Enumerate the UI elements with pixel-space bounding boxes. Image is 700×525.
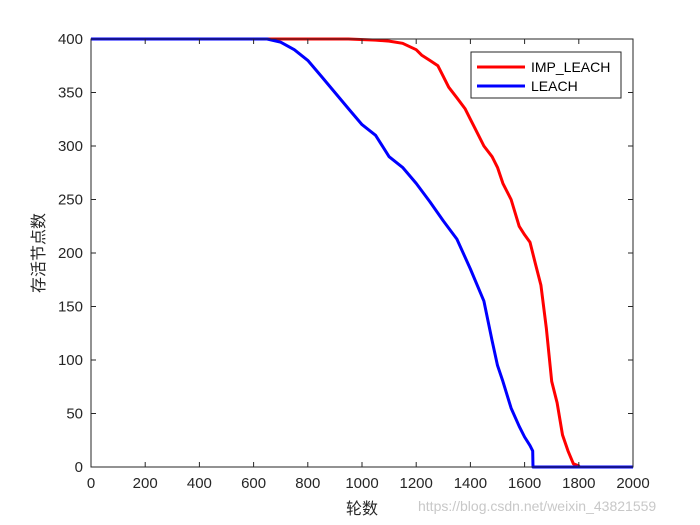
- y-tick-label: 50: [66, 406, 83, 423]
- y-tick-label: 100: [58, 352, 83, 369]
- y-tick-label: 150: [58, 299, 83, 316]
- x-tick-label: 400: [187, 475, 212, 492]
- x-tick-label: 800: [295, 475, 320, 492]
- series-layer: [91, 37, 633, 469]
- series-line-imp-leach: [91, 37, 633, 469]
- x-tick-label: 1000: [345, 475, 378, 492]
- y-axis: 0 50 100 150 200 250 300 350 400: [58, 31, 633, 476]
- x-tick-label: 1600: [508, 475, 541, 492]
- x-tick-label: 200: [133, 475, 158, 492]
- legend-box: [470, 51, 622, 99]
- x-axis-label: 轮数: [346, 499, 378, 518]
- legend: IMP_LEACH LEACH: [470, 51, 622, 99]
- x-tick-label: 1800: [562, 475, 595, 492]
- series-line-leach: [91, 37, 633, 469]
- y-tick-label: 200: [58, 245, 83, 262]
- legend-label-leach: LEACH: [531, 78, 578, 94]
- y-tick-label: 250: [58, 192, 83, 209]
- x-tick-label: 600: [241, 475, 266, 492]
- watermark: https://blog.csdn.net/weixin_43821559: [418, 498, 657, 514]
- y-tick-label: 400: [58, 31, 83, 48]
- y-tick-label: 300: [58, 138, 83, 155]
- legend-label-imp-leach: IMP_LEACH: [531, 59, 610, 75]
- x-tick-label: 1400: [454, 475, 487, 492]
- y-tick-label: 0: [75, 459, 83, 476]
- plot-area: [91, 39, 633, 467]
- x-tick-label: 1200: [400, 475, 433, 492]
- x-axis: 0 200 400 600 800 1000 1200 1400 1600 1800 2000: [87, 39, 650, 492]
- y-axis-label: 存活节点数: [29, 213, 48, 293]
- x-tick-label: 0: [87, 475, 95, 492]
- y-tick-label: 350: [58, 85, 83, 102]
- x-tick-label: 2000: [616, 475, 649, 492]
